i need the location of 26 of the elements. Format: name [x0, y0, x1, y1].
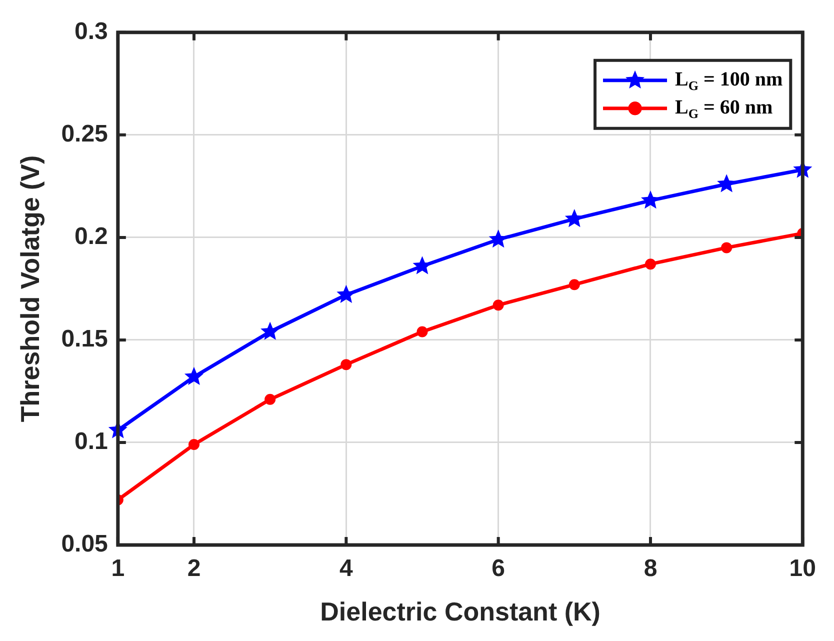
point: [416, 326, 428, 338]
point: [184, 366, 204, 385]
point: [568, 279, 580, 290]
x-tick-label: 1: [111, 555, 125, 582]
y-tick-label: 0.2: [74, 223, 108, 250]
point: [717, 174, 736, 192]
x-tick-label: 8: [644, 555, 658, 582]
y-tick-label: 0.05: [61, 530, 108, 558]
y-tick-label: 0.1: [74, 428, 108, 456]
point: [340, 359, 352, 370]
point: [188, 439, 200, 450]
y-tick-label: 0.3: [74, 18, 108, 46]
point: [492, 300, 504, 311]
x-axis-title: Dielectric Constant (K): [320, 596, 600, 627]
x-tick-label: 2: [187, 555, 201, 582]
y-tick-label: 0.15: [61, 326, 108, 353]
x-tick-label: 6: [492, 555, 506, 582]
y-tick-label: 0.25: [61, 120, 108, 148]
point: [640, 190, 660, 209]
y-axis-title: Threshold Volatge (V): [14, 155, 45, 422]
x-tick-label: 10: [789, 555, 816, 582]
point: [260, 322, 280, 340]
point: [644, 258, 656, 270]
point: [264, 394, 276, 405]
point: [721, 242, 732, 254]
x-tick-label: 4: [339, 555, 354, 582]
